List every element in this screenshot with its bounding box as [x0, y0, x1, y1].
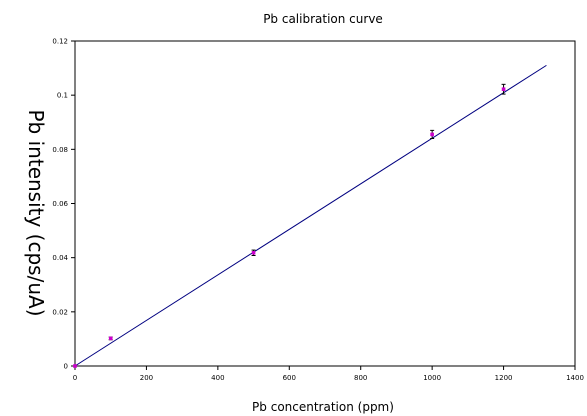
x-tick-label: 600 [283, 374, 296, 382]
y-tick-label: 0.04 [52, 254, 68, 262]
x-axis-label: Pb concentration (ppm) [252, 400, 394, 414]
data-point [501, 87, 506, 92]
y-axis-ticks: 0 0.02 0.04 0.06 0.08 0.1 0.12 [52, 38, 75, 371]
x-tick-label: 200 [140, 374, 153, 382]
y-tick-label: 0 [64, 363, 68, 371]
plot-area [74, 40, 576, 367]
plot-border [74, 40, 576, 367]
y-tick-label: 0.12 [52, 38, 68, 46]
x-axis-ticks: 0 200 400 600 800 1000 1200 1400 [73, 366, 584, 382]
data-point [108, 336, 113, 341]
y-tick-label: 0.1 [57, 92, 68, 100]
y-axis-label: Pb intensity (cps/uA) [24, 110, 48, 317]
y-tick-label: 0.06 [52, 200, 68, 208]
data-point [251, 250, 256, 255]
data-points [73, 83, 506, 368]
x-tick-label: 1200 [495, 374, 513, 382]
fit-line [74, 64, 547, 367]
x-tick-label: 1000 [423, 374, 441, 382]
data-point [430, 132, 434, 137]
y-tick-label: 0.02 [52, 308, 68, 316]
x-tick-label: 0 [73, 374, 77, 382]
fit-line-segment [74, 64, 547, 367]
x-tick-label: 800 [354, 374, 367, 382]
data-point [73, 364, 77, 368]
x-tick-label: 1400 [566, 374, 584, 382]
chart-title: Pb calibration curve [263, 12, 383, 26]
y-tick-label: 0.08 [52, 146, 68, 154]
x-tick-label: 400 [211, 374, 224, 382]
